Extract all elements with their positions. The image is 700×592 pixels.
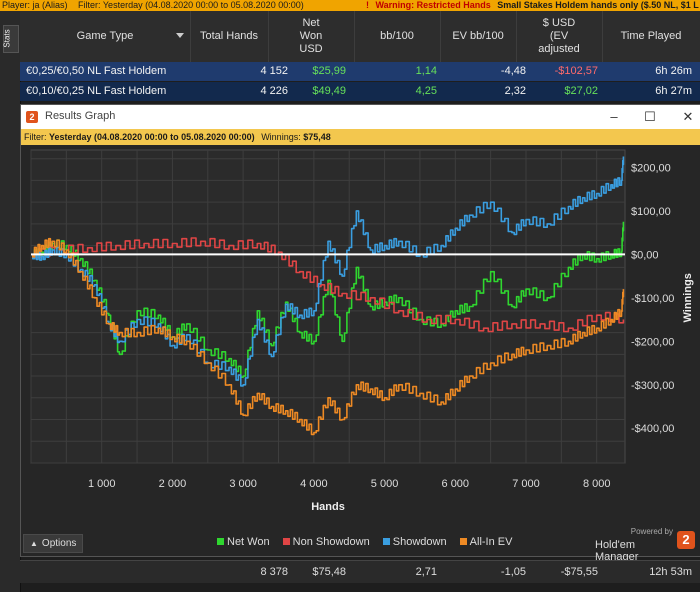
total-evbb: -1,05 [500, 566, 526, 578]
player-filter-bar: Player: ja (Alias) Filter: Yesterday (04… [0, 0, 700, 11]
hm2-logo-icon: 2 [677, 531, 695, 549]
results-graph-window: 2 Results Graph – ☐ ✕ Filter: Yesterday … [20, 104, 700, 563]
col-game-type[interactable]: Game Type [20, 11, 191, 62]
stats-sidebar: Stats [0, 11, 21, 592]
stats-tab-label: Stats [2, 29, 12, 48]
chart-legend: Net Won Non Showdown Showdown All-In EV [217, 536, 522, 548]
cell-net: $25,99 [312, 65, 346, 77]
legend-label: Net Won [227, 536, 270, 548]
legend-item[interactable]: Showdown [382, 536, 447, 548]
winnings-caption: Winnings: [261, 132, 301, 142]
cell-evbb: -4,48 [500, 65, 526, 77]
col-bb-100[interactable]: bb/100 [354, 11, 441, 62]
y-tick-label: $0,00 [631, 249, 659, 261]
x-tick-label: 4 000 [300, 478, 328, 490]
legend-label: Showdown [392, 536, 447, 548]
cell-ev: $27,02 [564, 85, 598, 97]
cell-game: €0,10/€0,25 NL Fast Holdem [26, 85, 167, 97]
window-titlebar[interactable]: 2 Results Graph – ☐ ✕ [21, 105, 700, 129]
cell-net: $49,49 [312, 85, 346, 97]
cell-evbb: 2,32 [504, 85, 526, 97]
cell-bb: 4,25 [415, 85, 437, 97]
legend-label: Non Showdown [292, 536, 370, 548]
total-time: 12h 53m [649, 566, 692, 578]
table-row[interactable]: €0,10/€0,25 NL Fast Holdem 4 226 $49,49 … [20, 82, 700, 101]
series-line [31, 237, 625, 436]
x-tick-label: 2 000 [159, 478, 187, 490]
col-net-won[interactable]: Net Won USD [268, 11, 355, 62]
stats-tab[interactable]: Stats [3, 25, 19, 53]
cell-game: €0,25/€0,50 NL Fast Holdem [26, 65, 167, 77]
legend-item[interactable]: All-In EV [459, 536, 513, 548]
y-tick-label: -$200,00 [631, 336, 674, 348]
x-tick-label: 5 000 [371, 478, 399, 490]
filter-value: Yesterday (04.08.2020 00:00 to 05.08.202… [49, 132, 255, 142]
y-tick-label: $200,00 [631, 162, 671, 174]
graph-bottom-panel: ▲ Options Net Won Non Showdown Showdown A… [21, 517, 700, 563]
x-tick-label: 3 000 [229, 478, 257, 490]
warning-text: Small Stakes Holdem hands only ($.50 NL,… [497, 0, 699, 10]
filter-label: Filter: Yesterday (04.08.2020 00:00 to 0… [78, 0, 304, 10]
col-total-hands[interactable]: Total Hands [190, 11, 269, 62]
total-net: $75,48 [312, 566, 346, 578]
col-ev-adjusted[interactable]: $ USD (EV adjusted [516, 11, 603, 62]
cell-time: 6h 26m [655, 65, 692, 77]
cell-hands: 4 226 [260, 85, 288, 97]
y-tick-label: -$400,00 [631, 423, 674, 435]
y-axis-label: Winnings [682, 273, 694, 322]
cell-bb: 1,14 [415, 65, 437, 77]
brand-badge: Powered by Hold'em Manager 2 [595, 527, 695, 563]
cell-ev: -$102,57 [554, 65, 598, 77]
options-button[interactable]: ▲ Options [23, 534, 83, 553]
close-button[interactable]: ✕ [682, 109, 694, 124]
maximize-button[interactable]: ☐ [644, 109, 656, 124]
chevron-up-icon: ▲ [30, 539, 38, 548]
x-tick-label: 6 000 [442, 478, 470, 490]
graph-filter-bar: Filter: Yesterday (04.08.2020 00:00 to 0… [21, 129, 700, 145]
x-tick-label: 8 000 [583, 478, 611, 490]
table-row[interactable]: €0,25/€0,50 NL Fast Holdem 4 152 $25,99 … [20, 62, 700, 81]
chevron-down-icon[interactable] [176, 33, 184, 38]
legend-label: All-In EV [469, 536, 513, 548]
y-tick-label: $100,00 [631, 206, 671, 218]
filter-caption: Filter: [24, 132, 47, 142]
legend-item[interactable]: Non Showdown [282, 536, 370, 548]
series-line [31, 237, 625, 333]
y-tick-label: -$300,00 [631, 380, 674, 392]
player-label: Player: ja (Alias) [2, 0, 68, 10]
minimize-button[interactable]: – [610, 109, 618, 124]
total-bb: 2,71 [415, 566, 437, 578]
plot-area [30, 149, 626, 464]
y-tick-label: -$100,00 [631, 293, 674, 305]
cell-time: 6h 27m [655, 85, 692, 97]
hm2-logo-icon: 2 [26, 111, 38, 123]
x-tick-label: 1 000 [88, 478, 116, 490]
legend-item[interactable]: Net Won [217, 536, 270, 548]
x-axis-label: Hands [311, 501, 345, 513]
cell-hands: 4 152 [260, 65, 288, 77]
warning-area[interactable]: ! Warning: Restricted Hands Small Stakes… [366, 0, 699, 11]
totals-row: 8 378 $75,48 2,71 -1,05 -$75,55 12h 53m [20, 560, 700, 583]
total-hands: 8 378 [260, 566, 288, 578]
series-line [31, 156, 625, 387]
results-graph: 1 000 2 000 3 000 4 000 5 000 6 000 7 000 8 000… [30, 149, 694, 513]
series-line [31, 221, 625, 378]
x-tick-label: 7 000 [512, 478, 540, 490]
total-ev: -$75,55 [560, 566, 598, 578]
warning-label: Warning: Restricted Hands [375, 0, 491, 10]
col-time-played[interactable]: Time Played [620, 30, 682, 42]
exclamation-icon: ! [366, 0, 369, 10]
options-label: Options [41, 538, 77, 549]
winnings-value: $75,48 [303, 132, 331, 142]
stats-table-header: Game Type Total Hands Net Won USD bb/100… [20, 11, 700, 63]
col-ev-bb-100[interactable]: EV bb/100 [440, 11, 517, 62]
powered-by-label: Powered by [630, 527, 673, 536]
window-title: Results Graph [45, 110, 116, 122]
